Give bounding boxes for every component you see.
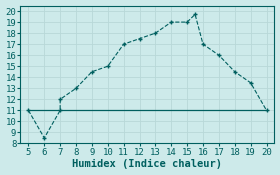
X-axis label: Humidex (Indice chaleur): Humidex (Indice chaleur) <box>73 159 222 169</box>
